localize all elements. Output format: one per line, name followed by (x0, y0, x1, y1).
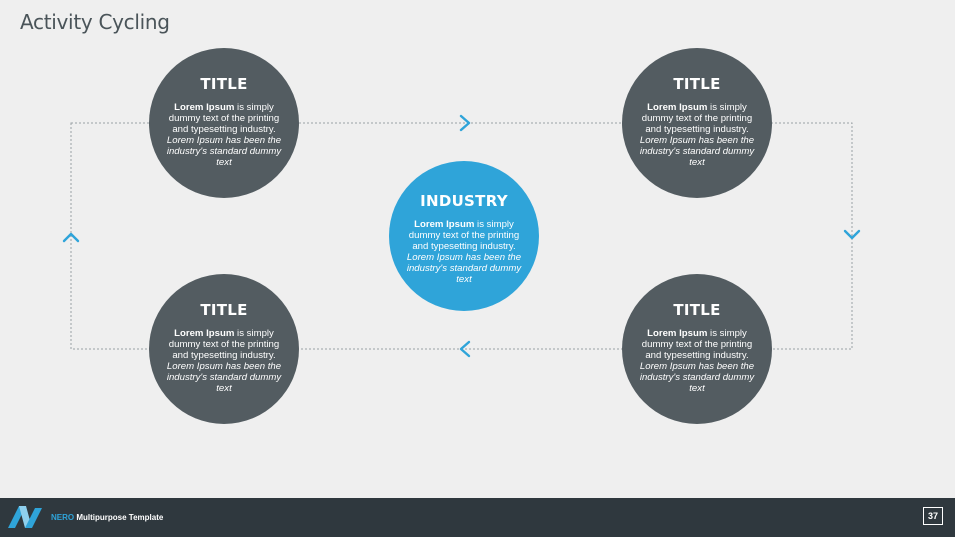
chevron-down-icon (843, 229, 861, 240)
footer-bar: NERO Multipurpose Template 37 (0, 498, 955, 537)
chevron-right-icon (459, 114, 471, 132)
node-text: Lorem Ipsum is simply dummy text of the … (166, 102, 282, 168)
node-title: TITLE (200, 301, 248, 319)
cycle-node-bottom-left: TITLE Lorem Ipsum is simply dummy text o… (149, 274, 299, 424)
cycle-node-bottom-right: TITLE Lorem Ipsum is simply dummy text o… (622, 274, 772, 424)
center-title: INDUSTRY (420, 192, 508, 210)
center-text: Lorem Ipsum is simply dummy text of the … (406, 219, 522, 285)
chevron-up-icon (62, 232, 80, 243)
chevron-left-icon (459, 340, 471, 358)
node-title: TITLE (200, 75, 248, 93)
nero-logo-icon (8, 506, 42, 528)
node-text: Lorem Ipsum is simply dummy text of the … (166, 328, 282, 394)
node-text: Lorem Ipsum is simply dummy text of the … (639, 328, 755, 394)
node-text: Lorem Ipsum is simply dummy text of the … (639, 102, 755, 168)
node-title: TITLE (673, 301, 721, 319)
node-title: TITLE (673, 75, 721, 93)
page-number: 37 (923, 507, 943, 525)
cycle-node-top-right: TITLE Lorem Ipsum is simply dummy text o… (622, 48, 772, 198)
footer-brand: NERO Multipurpose Template (51, 513, 164, 522)
slide-title: Activity Cycling (20, 10, 170, 34)
center-node-industry: INDUSTRY Lorem Ipsum is simply dummy tex… (389, 161, 539, 311)
cycle-node-top-left: TITLE Lorem Ipsum is simply dummy text o… (149, 48, 299, 198)
